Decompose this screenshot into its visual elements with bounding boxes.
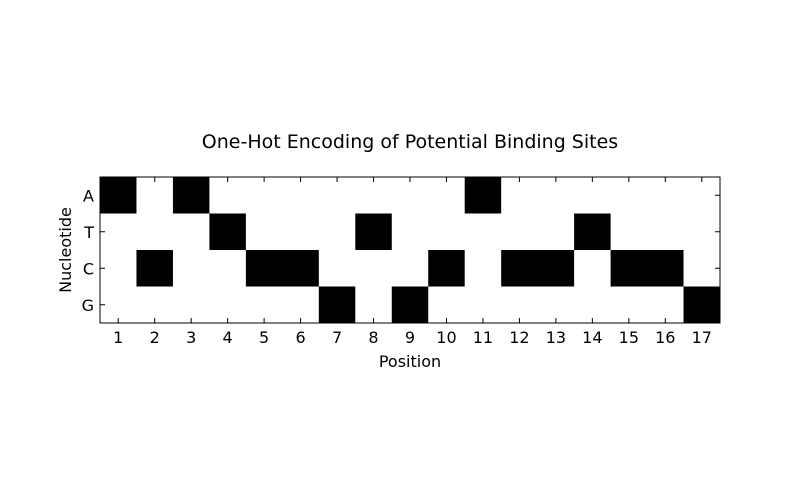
x-tick-label-4: 4 [223, 328, 233, 347]
heatmap-cell-G-15 [610, 286, 648, 324]
heatmap-cell-T-2 [136, 213, 174, 251]
heatmap-cell-C-17 [683, 250, 721, 287]
x-tick-label-14: 14 [582, 328, 602, 347]
heatmap-cell-A-2 [136, 177, 174, 214]
heatmap-cell-A-13 [537, 177, 575, 214]
heatmap-cell-A-1 [100, 177, 137, 214]
y-tick-label-G: G [82, 296, 94, 315]
heatmap-cell-T-8 [355, 213, 393, 251]
heatmap-cell-C-7 [318, 250, 356, 287]
x-tick-label-16: 16 [655, 328, 675, 347]
heatmap-cell-T-11 [464, 213, 502, 251]
x-tick-label-13: 13 [546, 328, 566, 347]
heatmap-cell-T-3 [172, 213, 210, 251]
heatmap-cell-C-5 [245, 250, 283, 287]
heatmap-cell-C-4 [209, 250, 247, 287]
x-tick-label-17: 17 [692, 328, 712, 347]
heatmap-cell-G-4 [209, 286, 247, 324]
heatmap-cell-C-1 [100, 250, 137, 287]
heatmap-cell-A-3 [172, 177, 210, 214]
heatmap-cell-A-12 [501, 177, 539, 214]
heatmap-cell-G-11 [464, 286, 502, 324]
y-tick-label-C: C [83, 259, 94, 278]
heatmap-cell-T-6 [282, 213, 320, 251]
heatmap-cell-A-17 [683, 177, 721, 214]
heatmap-cell-G-16 [647, 286, 684, 324]
heatmap-cell-T-14 [574, 213, 611, 251]
heatmap-cell-C-9 [391, 250, 429, 287]
heatmap-cell-T-7 [318, 213, 356, 251]
x-tick-label-7: 7 [332, 328, 342, 347]
heatmap-cell-A-15 [610, 177, 648, 214]
heatmap-cell-C-16 [647, 250, 684, 287]
heatmap-cell-G-13 [537, 286, 575, 324]
heatmap-cell-A-6 [282, 177, 320, 214]
heatmap-cell-G-9 [391, 286, 429, 324]
heatmap-cell-G-10 [428, 286, 466, 324]
heatmap-cell-T-15 [610, 213, 648, 251]
y-tick-label-A: A [83, 186, 94, 205]
heatmap-cell-C-10 [428, 250, 466, 287]
x-tick-label-6: 6 [295, 328, 305, 347]
x-tick-label-5: 5 [259, 328, 269, 347]
heatmap-cell-G-14 [574, 286, 611, 324]
heatmap-cell-G-1 [100, 286, 137, 324]
heatmap-cell-A-10 [428, 177, 466, 214]
heatmap-cell-C-8 [355, 250, 393, 287]
heatmap-cell-C-12 [501, 250, 539, 287]
x-tick-label-15: 15 [619, 328, 639, 347]
heatmap-cell-C-14 [574, 250, 611, 287]
heatmap-cell-G-7 [318, 286, 356, 324]
chart-title: One-Hot Encoding of Potential Binding Si… [202, 131, 618, 153]
heatmap-cell-C-15 [610, 250, 648, 287]
heatmap-cell-T-9 [391, 213, 429, 251]
heatmap-cell-T-4 [209, 213, 247, 251]
heatmap-cell-G-8 [355, 286, 393, 324]
heatmap-cell-A-5 [245, 177, 283, 214]
heatmap-cell-G-17 [683, 286, 721, 324]
heatmap-cell-T-16 [647, 213, 684, 251]
x-tick-label-3: 3 [186, 328, 196, 347]
heatmap-cell-C-6 [282, 250, 320, 287]
heatmap-cell-T-17 [683, 213, 721, 251]
heatmap-cell-A-11 [464, 177, 502, 214]
heatmap-cell-C-2 [136, 250, 174, 287]
x-tick-label-8: 8 [368, 328, 378, 347]
heatmap-cell-A-9 [391, 177, 429, 214]
heatmap-cell-T-5 [245, 213, 283, 251]
heatmap-cell-C-11 [464, 250, 502, 287]
heatmap-cell-T-12 [501, 213, 539, 251]
heatmap-cell-A-7 [318, 177, 356, 214]
heatmap-cell-G-6 [282, 286, 320, 324]
y-tick-label-T: T [83, 223, 94, 242]
heatmap-cell-C-13 [537, 250, 575, 287]
heatmap-cell-T-10 [428, 213, 466, 251]
heatmap-cell-T-1 [100, 213, 137, 251]
x-tick-label-9: 9 [405, 328, 415, 347]
heatmap-cell-G-2 [136, 286, 174, 324]
heatmap-cell-A-8 [355, 177, 393, 214]
heatmap-cell-A-14 [574, 177, 611, 214]
heatmap-cell-G-3 [172, 286, 210, 324]
x-tick-label-10: 10 [436, 328, 456, 347]
x-tick-label-11: 11 [473, 328, 493, 347]
x-tick-label-1: 1 [113, 328, 123, 347]
x-tick-label-12: 12 [509, 328, 529, 347]
x-axis-label: Position [379, 352, 441, 371]
x-tick-label-2: 2 [150, 328, 160, 347]
heatmap-cell-C-3 [172, 250, 210, 287]
heatmap-cell-A-4 [209, 177, 247, 214]
heatmap-cell-A-16 [647, 177, 684, 214]
y-axis-label: Nucleotide [56, 207, 75, 293]
heatmap-cell-T-13 [537, 213, 575, 251]
heatmap-cells [100, 177, 721, 324]
heatmap-cell-G-12 [501, 286, 539, 324]
heatmap-cell-G-5 [245, 286, 283, 324]
